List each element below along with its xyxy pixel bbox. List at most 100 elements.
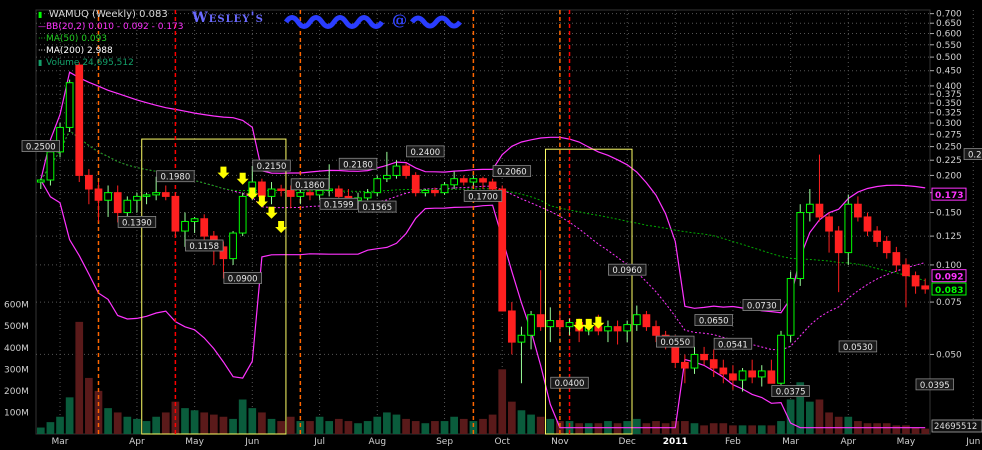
price-tick-label: 0.200	[936, 171, 962, 181]
candle-body	[123, 199, 132, 214]
candle-body	[133, 195, 141, 201]
volume-bar	[459, 418, 468, 434]
volume-bar	[892, 425, 901, 434]
candle-body	[181, 220, 189, 232]
candle-body	[363, 192, 372, 199]
volume-bar	[575, 423, 583, 434]
volume-bar	[104, 408, 112, 434]
volume-badge	[931, 419, 982, 433]
candle-body	[383, 174, 391, 180]
volume-bar	[796, 382, 805, 434]
price-label: 0.0541	[718, 340, 748, 350]
candle-body	[488, 181, 497, 190]
volume-bar	[527, 414, 535, 434]
volume-bar	[277, 421, 285, 434]
candle-body	[171, 195, 180, 232]
price-label: 0.0650	[699, 317, 729, 327]
volume-bar	[383, 412, 391, 434]
price-label-box	[771, 385, 810, 397]
down-arrow-icon	[236, 172, 249, 185]
volume-tick-label: 200M	[4, 387, 29, 397]
candle-body	[421, 189, 430, 194]
candle-body	[36, 179, 45, 183]
volume-bar	[719, 423, 728, 434]
price-tick-label: 0.375	[936, 90, 962, 100]
volume-bar	[632, 418, 641, 434]
volume-bar	[873, 423, 881, 434]
candle-body	[892, 252, 901, 266]
volume-bar	[681, 421, 689, 434]
price-tick-label: 0.400	[936, 82, 962, 92]
price-label: 0.0375	[776, 388, 806, 398]
price-label-box	[550, 376, 589, 389]
down-arrow-icon	[582, 318, 595, 331]
candle-body	[902, 264, 910, 277]
price-badge-label: 0.173	[935, 191, 963, 201]
legend-ma200: ···MA(200) 2.988	[38, 46, 113, 56]
candle-body	[777, 334, 785, 384]
volume-bar	[911, 427, 920, 434]
price-label: 0.0395	[920, 381, 950, 391]
volume-bar	[354, 423, 362, 434]
month-label: Mar	[52, 437, 69, 447]
price-tick-label: 0.550	[936, 41, 962, 51]
candle-body	[796, 212, 805, 280]
candle-body	[546, 320, 555, 328]
price-label-box	[252, 159, 291, 172]
volume-bar	[488, 414, 497, 434]
candle-body	[200, 218, 209, 237]
volume-bar	[238, 399, 247, 434]
price-label-box	[223, 272, 262, 284]
candle-body	[527, 314, 535, 336]
highlight-box	[544, 148, 633, 435]
price-tick-label: 0.275	[936, 130, 962, 140]
price-tick-label: 0.600	[936, 30, 962, 40]
scribble-icon	[283, 15, 462, 29]
volume-bar	[123, 416, 132, 434]
down-arrow-icon	[255, 195, 268, 208]
candle-body	[459, 178, 468, 183]
month-label: May	[897, 437, 916, 447]
candle-body	[152, 192, 161, 196]
volume-bar	[479, 418, 487, 434]
candle-body	[556, 320, 564, 328]
price-label: 0.0550	[660, 338, 690, 348]
volume-bar	[469, 421, 478, 434]
volume-bar-icon: ▮	[38, 58, 43, 67]
price-label-box	[607, 263, 647, 276]
volume-bar	[325, 421, 334, 434]
candle-body	[104, 192, 112, 201]
candle-body	[613, 326, 622, 332]
price-badge	[931, 187, 967, 201]
volume-bar	[65, 397, 74, 434]
volume-bar	[248, 408, 257, 434]
volume-bar	[296, 421, 305, 434]
volume-bar	[690, 423, 699, 434]
volume-bar	[863, 423, 872, 434]
candle-body	[873, 230, 881, 242]
candle-body	[190, 218, 199, 222]
price-label-box	[694, 314, 733, 326]
price-tick-label: 0.450	[936, 67, 962, 77]
price-tick-label: 0.500	[936, 53, 962, 63]
price-label: 0.0900	[228, 275, 258, 285]
candle-body	[748, 370, 757, 378]
watermark-scribble	[283, 13, 464, 29]
candle-body	[229, 232, 237, 260]
volume-bar	[190, 410, 199, 434]
candle-body	[844, 203, 853, 254]
volume-bar	[431, 421, 439, 434]
volume-bar	[642, 423, 651, 434]
volume-bar	[584, 423, 593, 434]
volume-bar	[421, 423, 430, 434]
candle-body	[113, 192, 122, 214]
price-tick-label: 0.350	[936, 99, 962, 109]
price-label: 0.0400	[555, 379, 585, 389]
legend-ma50: ···MA(50) 0.093	[38, 34, 108, 44]
month-label: Apr	[129, 437, 145, 447]
price-tick-label: 0.150	[936, 209, 962, 219]
candle-body	[709, 359, 718, 369]
candle-body	[94, 188, 103, 201]
candle-body	[757, 370, 766, 378]
